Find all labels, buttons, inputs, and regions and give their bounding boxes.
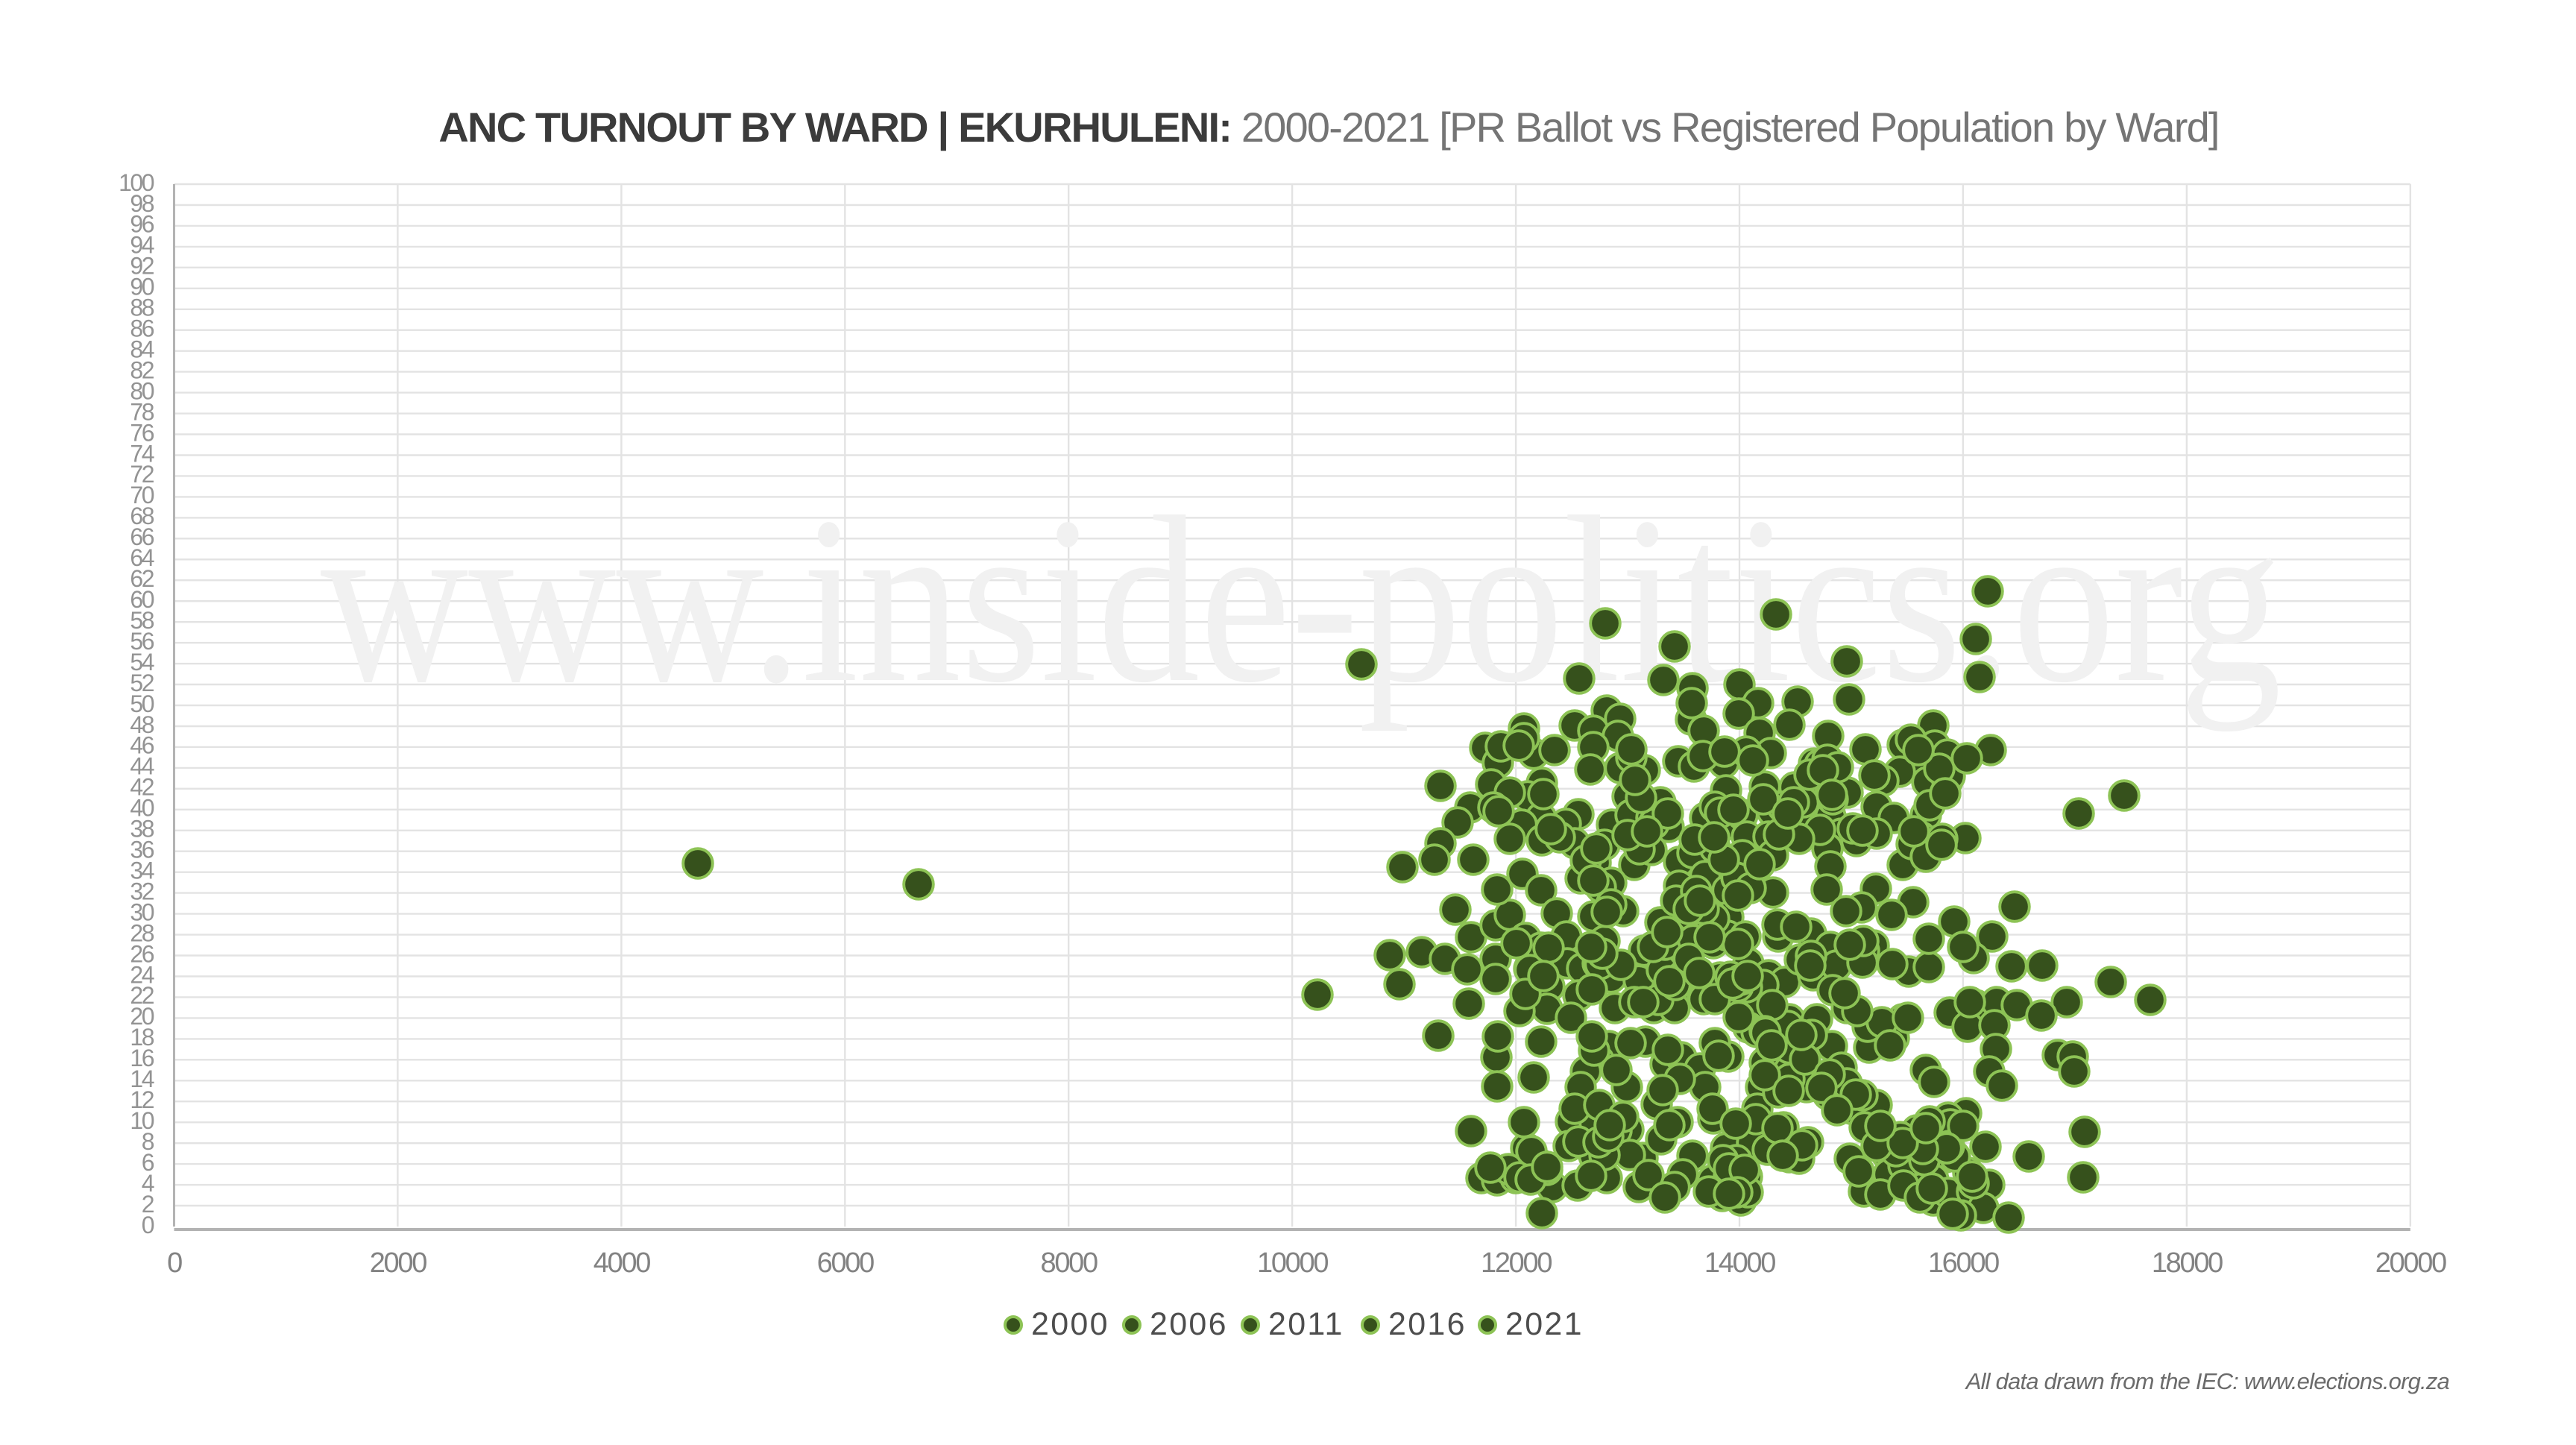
svg-text:56: 56 [130,628,154,655]
svg-text:66: 66 [130,523,154,550]
svg-text:44: 44 [130,753,154,780]
svg-text:0: 0 [167,1247,182,1279]
svg-text:96: 96 [130,211,154,238]
svg-text:10000: 10000 [1257,1247,1328,1279]
svg-text:50: 50 [130,690,154,717]
svg-text:8: 8 [142,1128,154,1155]
svg-text:8000: 8000 [1041,1247,1098,1279]
svg-text:78: 78 [130,398,154,425]
svg-text:62: 62 [130,565,154,592]
svg-text:48: 48 [130,711,154,738]
svg-text:76: 76 [130,419,154,446]
svg-text:22: 22 [130,982,154,1009]
svg-text:12000: 12000 [1481,1247,1552,1279]
svg-text:82: 82 [130,356,154,383]
svg-text:60: 60 [130,586,154,613]
svg-text:20000: 20000 [2375,1247,2446,1279]
svg-text:28: 28 [130,919,154,946]
svg-text:88: 88 [130,295,154,321]
svg-text:2011: 2011 [1268,1306,1344,1342]
svg-text:98: 98 [130,190,154,217]
svg-text:14000: 14000 [1704,1247,1775,1279]
svg-text:2000: 2000 [1031,1306,1109,1342]
svg-text:90: 90 [130,274,154,300]
svg-text:74: 74 [130,440,154,467]
svg-text:4000: 4000 [593,1247,651,1279]
svg-text:16000: 16000 [1928,1247,1999,1279]
svg-text:34: 34 [130,857,154,884]
svg-text:26: 26 [130,940,154,967]
svg-text:54: 54 [130,649,154,676]
svg-text:72: 72 [130,461,154,488]
svg-text:20: 20 [130,1003,154,1030]
svg-text:12: 12 [130,1086,154,1113]
svg-text:16: 16 [130,1045,154,1071]
svg-text:www.inside-politics.org: www.inside-politics.org [321,468,2281,732]
svg-text:64: 64 [130,544,154,571]
svg-text:38: 38 [130,816,154,843]
svg-text:14: 14 [130,1065,154,1092]
svg-text:2016: 2016 [1388,1306,1467,1342]
svg-text:80: 80 [130,377,154,404]
svg-text:30: 30 [130,898,154,925]
svg-text:84: 84 [130,336,154,363]
svg-text:6000: 6000 [817,1247,875,1279]
svg-text:18000: 18000 [2152,1247,2223,1279]
svg-text:40: 40 [130,795,154,822]
svg-text:36: 36 [130,837,154,863]
svg-text:6: 6 [142,1149,154,1176]
svg-text:70: 70 [130,482,154,509]
svg-text:52: 52 [130,670,154,696]
svg-text:24: 24 [130,961,154,988]
svg-text:86: 86 [130,315,154,342]
svg-text:2021: 2021 [1505,1306,1584,1342]
svg-text:100: 100 [119,169,154,196]
svg-text:32: 32 [130,878,154,904]
svg-text:10: 10 [130,1107,154,1134]
svg-text:92: 92 [130,253,154,280]
svg-text:2006: 2006 [1150,1306,1228,1342]
svg-text:0: 0 [142,1212,154,1238]
svg-text:ANC TURNOUT BY WARD | EKURHULE: ANC TURNOUT BY WARD | EKURHULENI: 2000-2… [438,104,2218,151]
svg-text:58: 58 [130,607,154,634]
svg-text:2: 2 [142,1191,154,1218]
svg-text:2000: 2000 [370,1247,427,1279]
svg-text:46: 46 [130,732,154,759]
svg-text:68: 68 [130,503,154,529]
svg-text:4: 4 [142,1170,154,1197]
svg-text:All data drawn from the IEC: w: All data drawn from the IEC: www.electio… [1965,1368,2450,1394]
svg-text:42: 42 [130,774,154,801]
svg-text:94: 94 [130,232,154,259]
svg-text:18: 18 [130,1024,154,1051]
